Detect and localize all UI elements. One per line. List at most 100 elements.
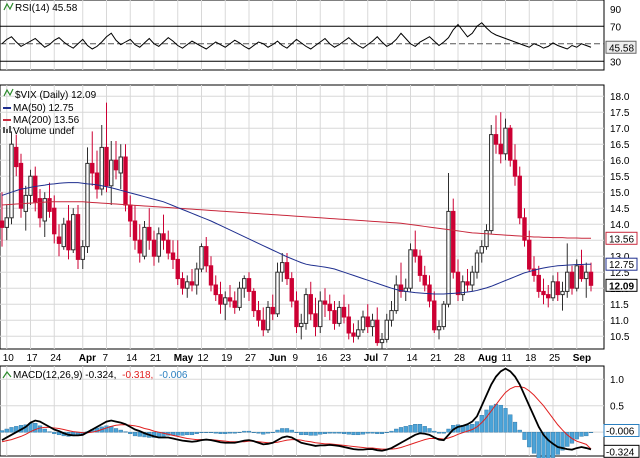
candle-9 xyxy=(42,192,47,237)
rsi-line xyxy=(1,22,592,50)
candle-body-78 xyxy=(370,319,375,328)
histogram-legend-label: -0.006 xyxy=(159,370,188,381)
price-panel-frame xyxy=(0,84,605,350)
price-tags: 13.56 12.75 12.09 xyxy=(605,231,638,292)
candle-body-96 xyxy=(455,271,461,296)
candle-72 xyxy=(341,294,347,324)
candle-60 xyxy=(284,253,290,285)
macd-hist-bar-82 xyxy=(389,430,394,433)
price-y-tick-2: 17.0 xyxy=(610,124,630,135)
candle-50 xyxy=(237,281,242,311)
macd-hist-bar-26 xyxy=(123,431,128,433)
rsi-legend-icon xyxy=(3,2,14,11)
candle-31 xyxy=(147,208,152,250)
ma50-legend-label: MA(50) 12.75 xyxy=(13,103,74,114)
price-tag-box-1 xyxy=(605,257,638,271)
candle-59 xyxy=(280,253,285,282)
macd-hist-bar-112 xyxy=(531,431,537,454)
macd-hist-bar-109 xyxy=(517,429,522,433)
macd-hist-bar-98 xyxy=(465,425,470,433)
candle-81 xyxy=(384,313,389,343)
candle-body-12 xyxy=(56,236,62,244)
candle-101 xyxy=(479,240,484,263)
candle-body-102 xyxy=(484,230,489,248)
macd-hist-bar-62 xyxy=(294,431,299,433)
candle-body-3 xyxy=(14,146,19,168)
candle-74 xyxy=(351,323,356,343)
macd-hist-bar-25 xyxy=(118,429,123,433)
candle-body-108 xyxy=(512,159,518,177)
macd-hist-bar-114 xyxy=(541,431,546,458)
candle-body-80 xyxy=(379,338,385,344)
candle-body-83 xyxy=(394,284,399,312)
candle-78 xyxy=(370,313,375,337)
candle-body-53 xyxy=(251,290,256,312)
candle-body-121 xyxy=(574,265,579,289)
x-tick-label-15: Jul xyxy=(364,353,379,364)
candle-body-61 xyxy=(289,278,294,302)
macd-hist-bar-29 xyxy=(137,431,142,437)
candle-28 xyxy=(132,205,138,250)
macd-legend: MACD(12,26,9) -0.324, -0.318, -0.006 xyxy=(2,370,188,381)
candle-body-24 xyxy=(113,159,119,171)
candle-103 xyxy=(489,125,494,234)
candle-body-41 xyxy=(194,268,199,286)
macd-panel-frame xyxy=(0,365,605,457)
macd-tag-value-1: -0.324 xyxy=(606,447,635,458)
candle-body-28 xyxy=(132,220,138,241)
macd-hist-bar-115 xyxy=(546,431,551,458)
macd-hist-bar-91 xyxy=(432,430,437,433)
candle-body-58 xyxy=(275,271,280,315)
candle-body-31 xyxy=(147,226,152,241)
macd-hist-bar-65 xyxy=(308,431,313,436)
price-tag-2: 12.09 xyxy=(605,278,638,292)
price-tag-value-1: 12.75 xyxy=(609,260,634,271)
candle-122 xyxy=(579,249,584,282)
candle-body-48 xyxy=(227,297,233,302)
macd-hist-bar-86 xyxy=(408,425,413,433)
candle-body-65 xyxy=(308,294,313,315)
macd-hist-bar-74 xyxy=(351,431,356,436)
macd-hist-bar-102 xyxy=(484,409,489,433)
candle-77 xyxy=(365,304,370,333)
candle-body-33 xyxy=(156,233,161,257)
candle-body-111 xyxy=(527,239,532,270)
candle-body-8 xyxy=(37,198,43,219)
candle-105 xyxy=(498,112,503,164)
candle-body-35 xyxy=(166,239,171,254)
candle-body-27 xyxy=(128,204,133,222)
candle-55 xyxy=(261,307,266,337)
candle-body-97 xyxy=(460,281,465,296)
candle-17 xyxy=(80,240,85,269)
macd-hist-bar-52 xyxy=(246,430,252,433)
candle-body-119 xyxy=(565,271,570,292)
rsi-y-tick-1: 70 xyxy=(610,22,622,33)
candle-120 xyxy=(569,265,575,295)
candle-body-6 xyxy=(28,175,33,196)
candle-body-47 xyxy=(223,297,228,305)
candle-21 xyxy=(99,125,104,196)
macd-hist-bar-47 xyxy=(223,431,228,434)
candle-69 xyxy=(327,294,332,321)
macd-hist-bar-118 xyxy=(560,431,565,451)
candle-body-7 xyxy=(33,175,38,203)
candle-67 xyxy=(318,291,323,333)
x-tick-label-2: 24 xyxy=(50,353,62,364)
macd-hist-bar-27 xyxy=(128,431,133,434)
macd-hist-bar-7 xyxy=(33,422,38,433)
macd-hist-bar-51 xyxy=(242,430,247,433)
macd-hist-bar-42 xyxy=(199,431,204,433)
macd-hist-bar-81 xyxy=(384,431,389,433)
candle-44 xyxy=(208,256,214,292)
macd-hist-bar-123 xyxy=(584,431,589,437)
price-tag-1: 12.75 xyxy=(605,257,638,271)
price-panel: 18.017.517.016.516.015.515.014.514.013.5… xyxy=(0,84,638,350)
macd-hist-bar-84 xyxy=(398,427,404,433)
candle-body-100 xyxy=(474,252,480,273)
macd-hist-bar-121 xyxy=(574,431,579,440)
candle-92 xyxy=(436,320,442,340)
candle-body-54 xyxy=(256,310,261,321)
macd-hist-bar-44 xyxy=(208,431,214,433)
candle-102 xyxy=(484,224,489,250)
price-tag-value-2: 12.09 xyxy=(609,281,634,292)
